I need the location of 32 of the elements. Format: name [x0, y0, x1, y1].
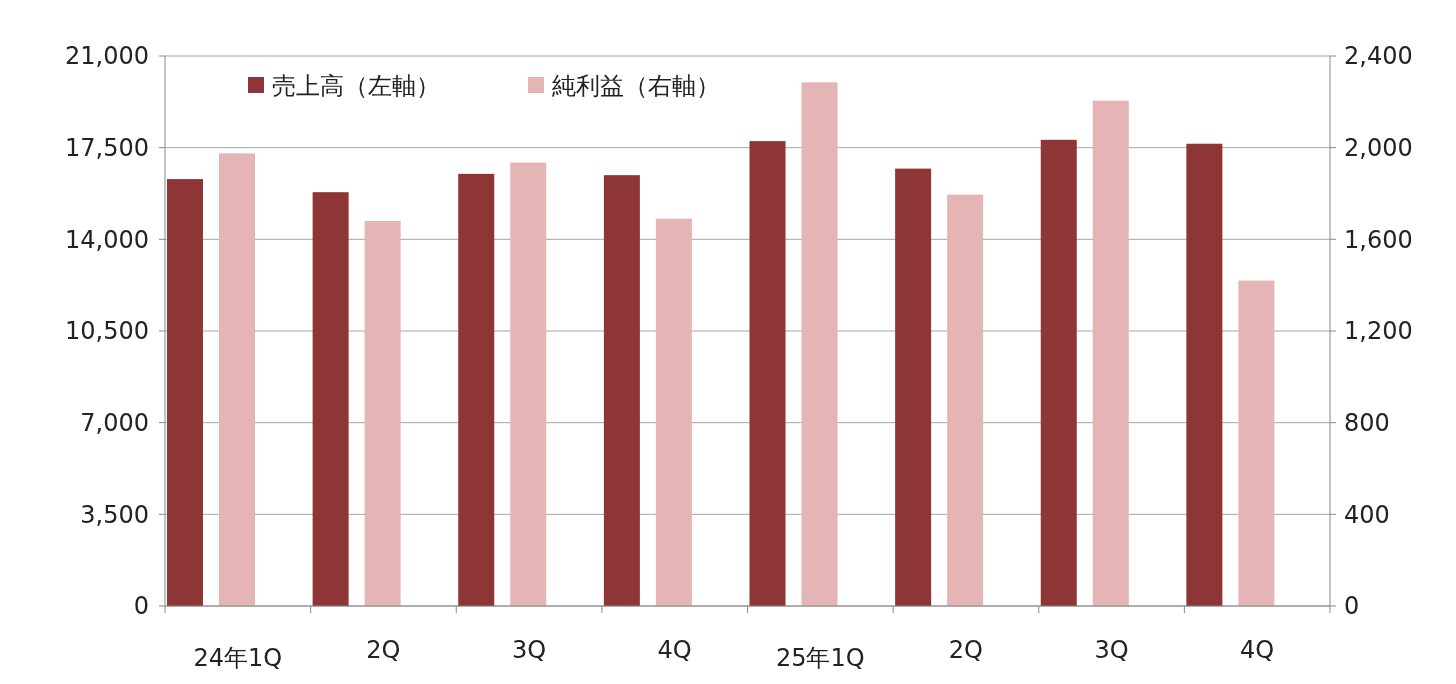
bar: [219, 153, 255, 606]
x-tick-label: 25年1Q: [775, 644, 865, 672]
bar: [510, 162, 547, 606]
y-tick-label: 0: [133, 592, 149, 621]
x-tick-label: 4Q: [657, 636, 692, 664]
x-tick-label: 3Q: [511, 636, 547, 664]
y2-tick-label: 400: [1344, 500, 1390, 529]
y2-tick-label: 800: [1344, 409, 1390, 438]
x-tick-label: 2Q: [366, 636, 401, 664]
x-tick-label: 4Q: [1240, 636, 1275, 664]
y2-tick-label: 0: [1344, 592, 1360, 621]
bar: [655, 218, 692, 606]
y2-tick-label: 1,600: [1344, 225, 1413, 254]
legend-label: 純利益（右軸）: [552, 72, 720, 101]
bar: [801, 82, 838, 606]
y2-tick-label: 2,000: [1344, 134, 1413, 163]
x-tick-label: 24年1Q: [193, 644, 283, 672]
y2-tick-label: 2,400: [1344, 42, 1413, 71]
y-tick-label: 21,000: [65, 42, 149, 71]
y-tick-label: 7,000: [80, 409, 149, 438]
bar: [947, 194, 984, 606]
y-tick-label: 14,000: [65, 225, 149, 254]
bar: [1238, 280, 1275, 606]
y-tick-label: 3,500: [80, 500, 149, 529]
legend-label: 売上高（左軸）: [272, 72, 440, 101]
bar: [1092, 100, 1129, 606]
bar: [364, 221, 401, 606]
y-tick-label: 17,500: [65, 134, 149, 163]
x-tick-label: 3Q: [1094, 636, 1129, 664]
y2-tick-label: 1,200: [1344, 317, 1413, 346]
x-tick-label: 2Q: [948, 636, 984, 664]
y-tick-label: 10,500: [65, 317, 149, 346]
